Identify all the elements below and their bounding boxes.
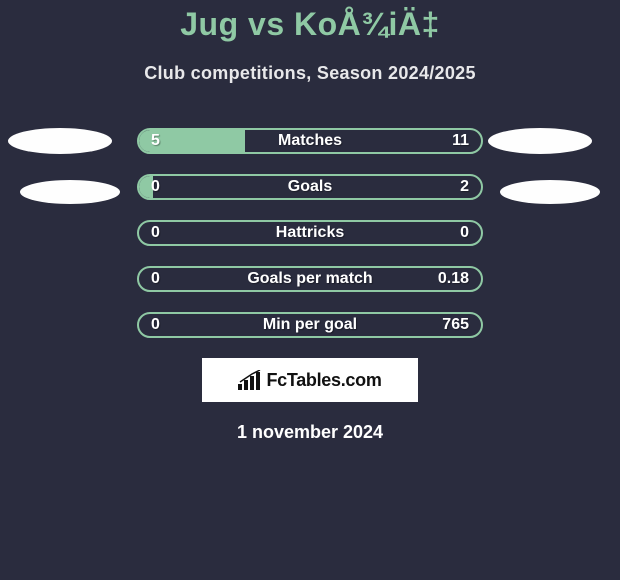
stat-value-left: 5 [151, 132, 160, 150]
stat-label: Min per goal [263, 316, 357, 334]
brand-box[interactable]: FcTables.com [202, 358, 418, 402]
fctables-logo-icon [238, 370, 262, 390]
stat-value-left: 0 [151, 224, 160, 242]
stats-area: 5 Matches 11 0 Goals 2 0 Hattricks 0 0 Goals per m… [0, 128, 620, 443]
stat-row: 0 Goals per match 0.18 [137, 266, 483, 292]
season-subtitle: Club competitions, Season 2024/2025 [0, 63, 620, 84]
player-badge-ellipse [488, 128, 592, 154]
page-title: Jug vs KoÅ¾iÄ‡ [0, 0, 620, 43]
stat-label: Goals [288, 178, 332, 196]
stat-value-left: 0 [151, 178, 160, 196]
stat-value-right: 11 [452, 132, 469, 150]
stat-label: Goals per match [247, 270, 372, 288]
stat-value-right: 0 [460, 224, 469, 242]
player-badge-ellipse [8, 128, 112, 154]
brand-text: FcTables.com [266, 370, 381, 391]
stat-value-right: 2 [460, 178, 469, 196]
stat-row: 0 Hattricks 0 [137, 220, 483, 246]
player-badge-ellipse [20, 180, 120, 204]
footer-date: 1 november 2024 [0, 422, 620, 443]
stat-row: 0 Min per goal 765 [137, 312, 483, 338]
stat-value-left: 0 [151, 270, 160, 288]
stat-value-left: 0 [151, 316, 160, 334]
comparison-widget: Jug vs KoÅ¾iÄ‡ Club competitions, Season… [0, 0, 620, 443]
stat-row: 0 Goals 2 [137, 174, 483, 200]
player-badge-ellipse [500, 180, 600, 204]
stat-label: Hattricks [276, 224, 344, 242]
stat-row: 5 Matches 11 [137, 128, 483, 154]
stat-value-right: 765 [442, 316, 469, 334]
stat-label: Matches [278, 132, 342, 150]
stat-value-right: 0.18 [438, 270, 469, 288]
